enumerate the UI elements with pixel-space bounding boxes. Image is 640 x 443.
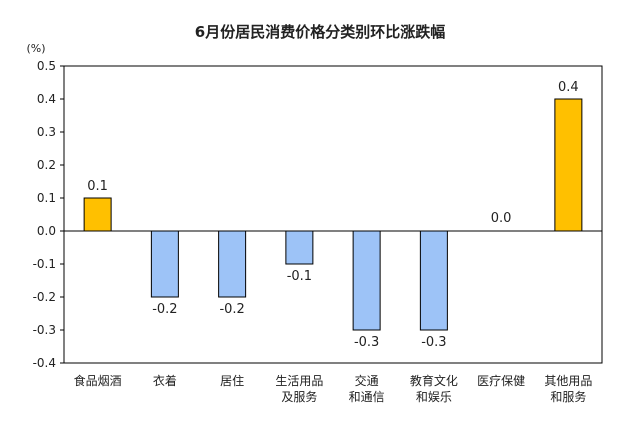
data-label: -0.2: [219, 302, 244, 317]
y-axis: 0.5 0.4 0.3 0.2 0.1 0.0 -0.1 -0.2 -0.3 -0.4: [33, 59, 64, 370]
y-tick-label: 0.0: [37, 224, 56, 238]
x-category-label: 其他用品和服务: [544, 374, 592, 404]
bar: [419, 230, 448, 331]
y-tick-label: 0.5: [37, 59, 56, 73]
y-tick-label: -0.3: [33, 323, 56, 337]
data-label: -0.1: [287, 269, 312, 284]
data-label: -0.3: [421, 335, 446, 350]
x-category-label: 生活用品及服务: [275, 374, 323, 404]
chart-title: 6月份居民消费价格分类别环比涨跌幅: [195, 23, 445, 41]
bar: [554, 98, 583, 232]
x-category-label: 医疗保健: [477, 374, 525, 388]
y-tick-label: -0.1: [33, 257, 56, 271]
bar: [218, 230, 247, 298]
data-label: 0.4: [558, 80, 579, 95]
y-tick-label: -0.4: [33, 356, 56, 370]
x-category-label: 教育文化和娱乐: [410, 373, 458, 404]
data-label: -0.2: [152, 302, 177, 317]
plot-area-frame: [63, 65, 603, 364]
bar: [83, 197, 112, 232]
bars: [83, 98, 583, 331]
data-label: 0.0: [491, 211, 512, 226]
bar: [285, 230, 314, 265]
y-tick-label: 0.4: [37, 92, 56, 106]
bar: [150, 230, 179, 298]
x-category-label: 食品烟酒: [74, 373, 122, 388]
data-label: -0.3: [354, 335, 379, 350]
x-category-label: 交通和通信: [349, 373, 385, 404]
x-category-label: 居住: [220, 374, 244, 388]
data-label: 0.1: [87, 179, 108, 194]
bar: [352, 230, 381, 331]
y-tick-label: 0.3: [37, 125, 56, 139]
data-labels: 0.1 -0.2 -0.2 -0.1 -0.3 -0.3 0.0 0.4: [87, 80, 578, 350]
y-tick-label: 0.2: [37, 158, 56, 172]
y-tick-label: 0.1: [37, 191, 56, 205]
x-category-label: 衣着: [153, 373, 177, 388]
y-axis-unit-label: (%): [26, 42, 45, 55]
y-tick-label: -0.2: [33, 290, 56, 304]
